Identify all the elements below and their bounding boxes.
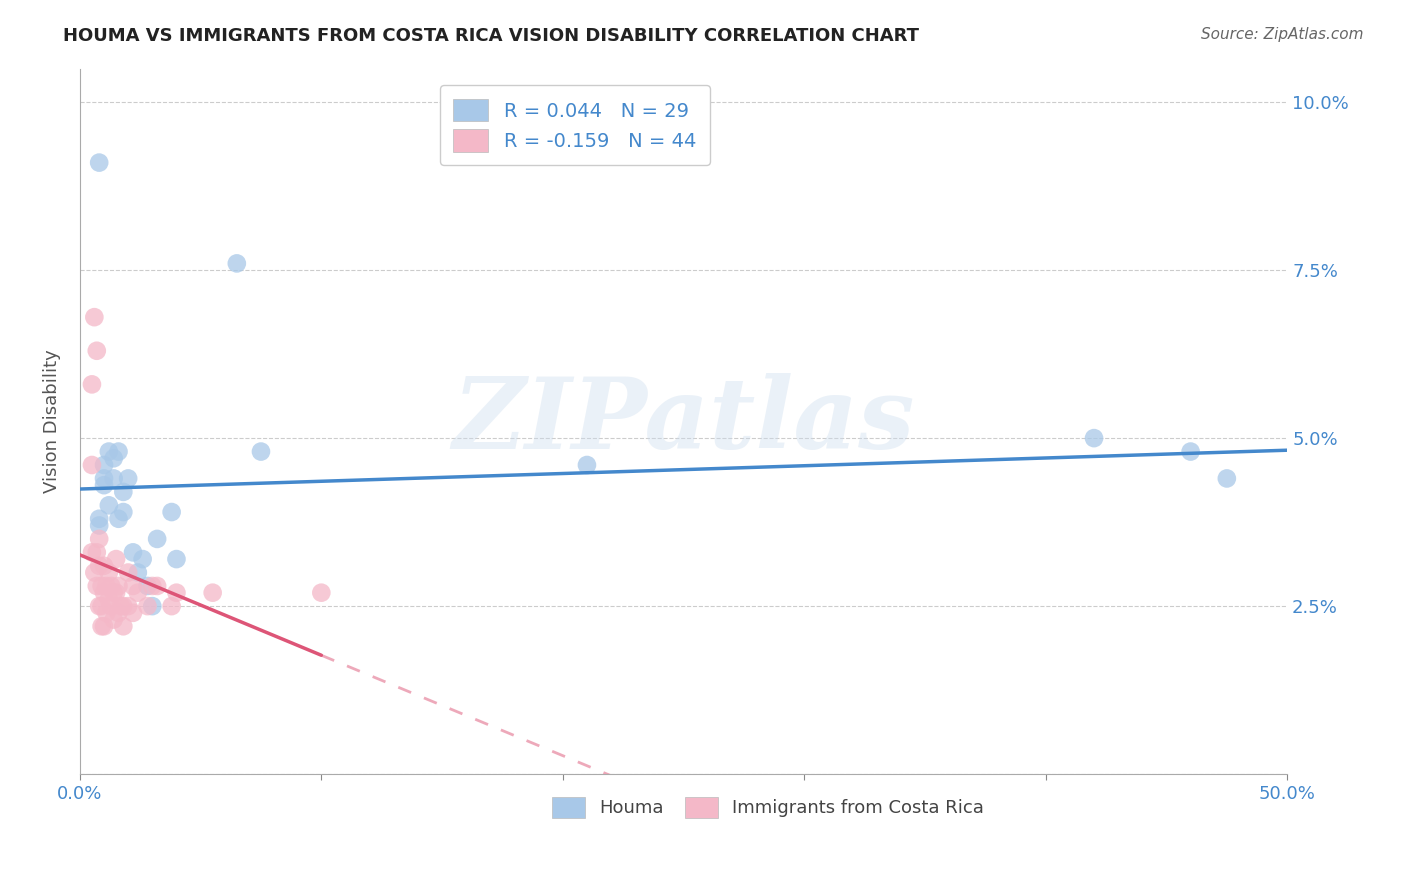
Point xyxy=(146,579,169,593)
Point xyxy=(100,599,122,614)
Y-axis label: Vision Disability: Vision Disability xyxy=(44,350,60,493)
Point xyxy=(107,512,129,526)
Point xyxy=(166,585,188,599)
Point xyxy=(112,484,135,499)
Point xyxy=(103,613,125,627)
Point xyxy=(201,585,224,599)
Text: Source: ZipAtlas.com: Source: ZipAtlas.com xyxy=(1201,27,1364,42)
Point xyxy=(141,599,163,614)
Point xyxy=(1180,444,1202,458)
Point xyxy=(117,471,139,485)
Point xyxy=(117,566,139,580)
Point xyxy=(103,585,125,599)
Point xyxy=(122,579,145,593)
Point xyxy=(110,599,132,614)
Text: ZIPatlas: ZIPatlas xyxy=(453,373,915,469)
Point xyxy=(122,545,145,559)
Point xyxy=(105,552,128,566)
Point xyxy=(107,606,129,620)
Point xyxy=(160,505,183,519)
Point xyxy=(83,566,105,580)
Point xyxy=(93,458,115,472)
Point xyxy=(89,512,111,526)
Point xyxy=(112,619,135,633)
Point xyxy=(112,505,135,519)
Point xyxy=(127,585,149,599)
Point xyxy=(93,585,115,599)
Point xyxy=(146,532,169,546)
Point xyxy=(93,558,115,573)
Point xyxy=(89,518,111,533)
Point xyxy=(1216,471,1239,485)
Point xyxy=(86,343,108,358)
Point xyxy=(97,444,120,458)
Point xyxy=(80,377,103,392)
Point xyxy=(90,579,112,593)
Point xyxy=(160,599,183,614)
Point xyxy=(131,552,153,566)
Point xyxy=(225,256,247,270)
Text: HOUMA VS IMMIGRANTS FROM COSTA RICA VISION DISABILITY CORRELATION CHART: HOUMA VS IMMIGRANTS FROM COSTA RICA VISI… xyxy=(63,27,920,45)
Point xyxy=(166,552,188,566)
Point xyxy=(122,606,145,620)
Point xyxy=(112,599,135,614)
Point xyxy=(89,558,111,573)
Point xyxy=(93,471,115,485)
Point xyxy=(575,458,598,472)
Point xyxy=(1083,431,1105,445)
Point xyxy=(107,444,129,458)
Point xyxy=(89,532,111,546)
Point xyxy=(93,478,115,492)
Point xyxy=(97,566,120,580)
Point xyxy=(105,585,128,599)
Point xyxy=(86,545,108,559)
Point xyxy=(86,579,108,593)
Point xyxy=(136,599,159,614)
Point xyxy=(80,545,103,559)
Point xyxy=(89,155,111,169)
Point xyxy=(250,444,273,458)
Point xyxy=(96,606,118,620)
Point xyxy=(100,579,122,593)
Point xyxy=(80,458,103,472)
Point xyxy=(97,592,120,607)
Point xyxy=(83,310,105,325)
Point xyxy=(93,619,115,633)
Point xyxy=(103,471,125,485)
Point xyxy=(89,599,111,614)
Point xyxy=(96,579,118,593)
Legend: Houma, Immigrants from Costa Rica: Houma, Immigrants from Costa Rica xyxy=(546,789,991,825)
Point xyxy=(90,599,112,614)
Point xyxy=(103,451,125,466)
Point xyxy=(136,579,159,593)
Point xyxy=(311,585,333,599)
Point xyxy=(107,579,129,593)
Point xyxy=(117,599,139,614)
Point xyxy=(141,579,163,593)
Point xyxy=(97,499,120,513)
Point xyxy=(127,566,149,580)
Point xyxy=(90,619,112,633)
